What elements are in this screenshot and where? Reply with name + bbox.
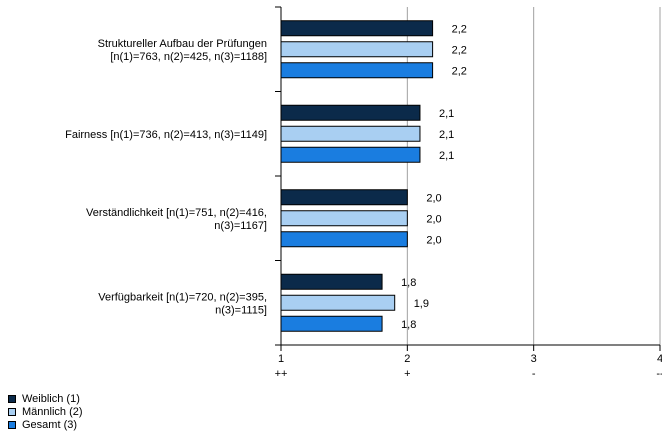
bar xyxy=(280,315,383,332)
bar xyxy=(280,231,408,248)
bar xyxy=(280,294,396,311)
category-label: Verständlichkeit [n(1)=751, n(2)=416, xyxy=(86,207,267,219)
category-label: [n(1)=763, n(2)=425, n(3)=1188] xyxy=(110,51,267,63)
data-label: 2,0 xyxy=(426,192,441,204)
category-label: Struktureller Aufbau der Prüfungen xyxy=(98,38,267,50)
legend: Weiblich (1) Männlich (2) Gesamt (3) xyxy=(8,392,83,431)
data-label: 1,8 xyxy=(401,277,416,289)
legend-swatch xyxy=(8,420,16,429)
data-label: 2,1 xyxy=(439,129,454,141)
bar xyxy=(280,146,421,163)
category-label: Verfügbarkeit [n(1)=720, n(2)=395, xyxy=(98,291,267,303)
data-label: 1,9 xyxy=(414,298,429,310)
bar xyxy=(280,62,434,79)
bar xyxy=(280,125,421,142)
x-tick-sublabel: ++ xyxy=(275,368,288,380)
category-label: Fairness [n(1)=736, n(2)=413, n(3)=1149] xyxy=(65,129,267,141)
data-label: 2,2 xyxy=(452,65,467,77)
x-tick-label: 1 xyxy=(278,353,284,365)
bar xyxy=(280,273,383,290)
x-tick-label: 4 xyxy=(657,353,662,365)
bar xyxy=(280,104,421,121)
x-tick-label: 2 xyxy=(404,353,410,365)
x-tick-label: 3 xyxy=(531,353,537,365)
data-label: 2,2 xyxy=(452,23,467,35)
data-label: 1,8 xyxy=(401,319,416,331)
data-label: 2,1 xyxy=(439,150,454,162)
legend-label: Gesamt (3) xyxy=(22,418,78,431)
legend-label: Weiblich (1) xyxy=(22,392,80,405)
legend-item: Gesamt (3) xyxy=(8,418,83,431)
legend-swatch xyxy=(8,394,16,403)
bar xyxy=(280,41,434,58)
data-label: 2,2 xyxy=(452,44,467,56)
category-label: n(3)=1115] xyxy=(215,304,267,316)
bar xyxy=(280,210,408,227)
data-label: 2,0 xyxy=(426,234,441,246)
category-label: n(3)=1167] xyxy=(214,220,267,232)
data-label: 2,0 xyxy=(426,213,441,225)
legend-swatch xyxy=(8,407,16,416)
x-tick-sublabel: -- xyxy=(656,368,662,380)
bar xyxy=(280,189,408,206)
legend-item: Männlich (2) xyxy=(8,405,83,418)
x-tick-sublabel: + xyxy=(404,368,410,380)
legend-item: Weiblich (1) xyxy=(8,392,83,405)
legend-label: Männlich (2) xyxy=(22,405,83,418)
x-tick-sublabel: - xyxy=(532,368,536,380)
data-label: 2,1 xyxy=(439,108,454,120)
bar xyxy=(280,20,434,37)
